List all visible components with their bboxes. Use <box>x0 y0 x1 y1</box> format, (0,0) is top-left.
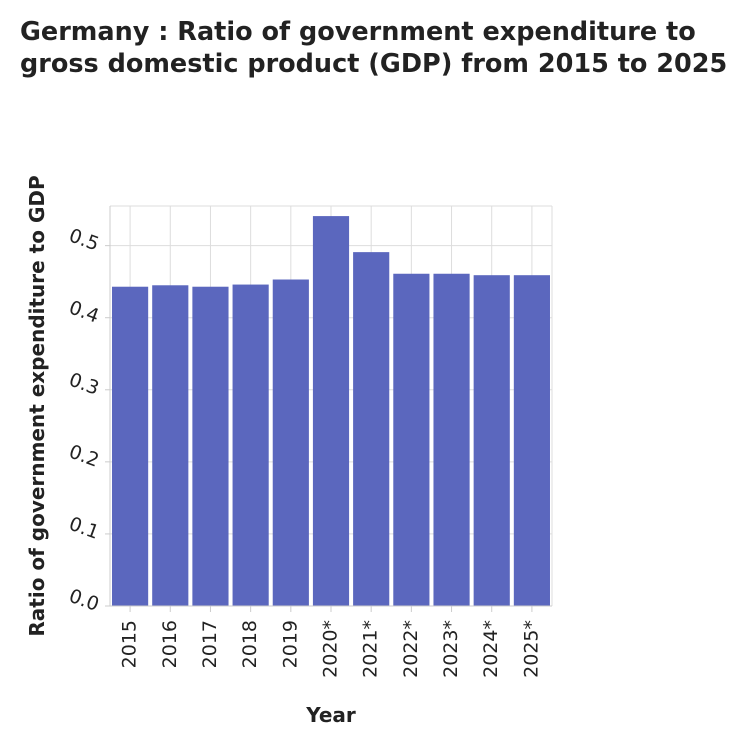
x-axis-label: Year <box>305 703 356 727</box>
y-axis-label: Ratio of government expenditure to GDP <box>25 175 49 636</box>
bar-2025-est <box>513 275 550 606</box>
x-tick-label: 2023* <box>440 620 462 678</box>
y-tick-label: 0.5 <box>66 224 102 255</box>
y-tick-labels: 0.0 0.1 0.2 0.3 0.4 0.5 <box>66 224 102 615</box>
bar-2020-est <box>312 216 350 606</box>
chart-title: Germany : Ratio of government expenditur… <box>20 17 728 79</box>
bar-2019 <box>272 279 309 606</box>
y-tick-label: 0.0 <box>66 585 102 616</box>
x-tick-label: 2024* <box>480 620 502 678</box>
bars <box>112 216 550 606</box>
x-tick-label: 2025* <box>520 620 542 678</box>
y-tick-label: 0.2 <box>66 441 102 472</box>
y-tick-label: 0.1 <box>66 513 102 544</box>
x-tick-label: 2016 <box>159 620 181 668</box>
bar-2015 <box>112 286 149 606</box>
bar-2021-est <box>353 252 390 606</box>
x-tick-label: 2017 <box>199 620 221 668</box>
bar-2016 <box>152 285 189 606</box>
bar-2024-est <box>473 275 510 606</box>
x-tick-label: 2022* <box>400 620 422 678</box>
y-tick-label: 0.3 <box>66 369 102 400</box>
x-tick-label: 2021* <box>360 620 382 678</box>
bar-2022-est <box>393 273 430 606</box>
bar-2018 <box>232 284 269 606</box>
x-tick-labels: 2015 2016 2017 2018 2019 2020* 2021* 2022* 2023*… <box>119 620 543 678</box>
axes <box>105 206 552 612</box>
x-tick-label: 2020* <box>320 620 342 678</box>
x-tick-label: 2019 <box>279 620 301 668</box>
x-tick-label: 2018 <box>239 620 261 668</box>
x-tick-label: 2015 <box>119 620 141 668</box>
y-tick-label: 0.4 <box>66 297 102 328</box>
bar-2017 <box>192 286 229 606</box>
bar-2023-est <box>433 273 470 606</box>
